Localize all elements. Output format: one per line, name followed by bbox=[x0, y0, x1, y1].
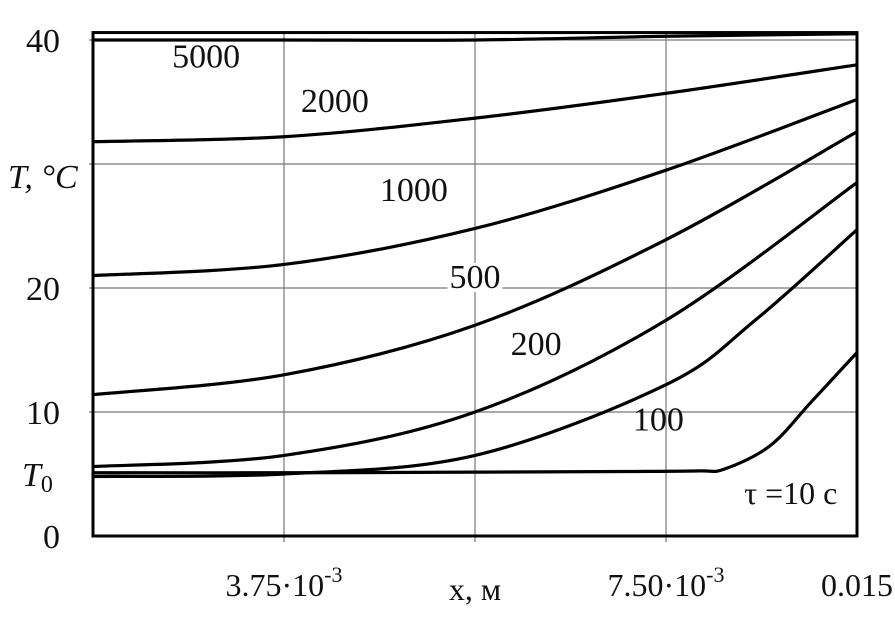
y-tick-label: 40 bbox=[26, 23, 60, 60]
x-tick-label: 0.015 bbox=[821, 567, 893, 603]
series-line-1000 bbox=[92, 98, 858, 278]
x-tick-label: 7.50·10-3 bbox=[608, 562, 725, 603]
x-axis-label: x, м bbox=[449, 571, 501, 607]
label-background bbox=[447, 263, 503, 292]
y-tick-label: T0 bbox=[22, 457, 53, 498]
curve-label: 1000 bbox=[380, 172, 448, 209]
series-line-100 bbox=[92, 228, 859, 479]
series-line-200 bbox=[92, 181, 858, 469]
curve-label: 500 bbox=[450, 259, 501, 296]
labels: 5000 2000 1000 500 200 100 τ =10 c 40 20 10 T0 0 3.7… bbox=[22, 23, 893, 603]
y-tick-label: 10 bbox=[26, 395, 60, 432]
series-line-5000 bbox=[92, 32, 858, 42]
curves bbox=[92, 32, 859, 479]
curve-label: 5000 bbox=[172, 38, 240, 75]
plot-border bbox=[91, 31, 859, 538]
y-tick-label: 20 bbox=[26, 271, 60, 308]
plot-frame bbox=[91, 31, 859, 538]
curve-label: τ =10 c bbox=[744, 475, 837, 511]
series-line-500 bbox=[92, 130, 858, 397]
curve-label: 200 bbox=[511, 326, 562, 363]
curve-label: 100 bbox=[633, 402, 684, 439]
x-tick-label: 3.75·10-3 bbox=[226, 562, 343, 603]
y-axis-label: T, °C bbox=[8, 159, 78, 196]
curve-label: 2000 bbox=[301, 83, 369, 120]
y-tick-label: 0 bbox=[43, 519, 60, 556]
series-line-2000 bbox=[92, 63, 858, 144]
